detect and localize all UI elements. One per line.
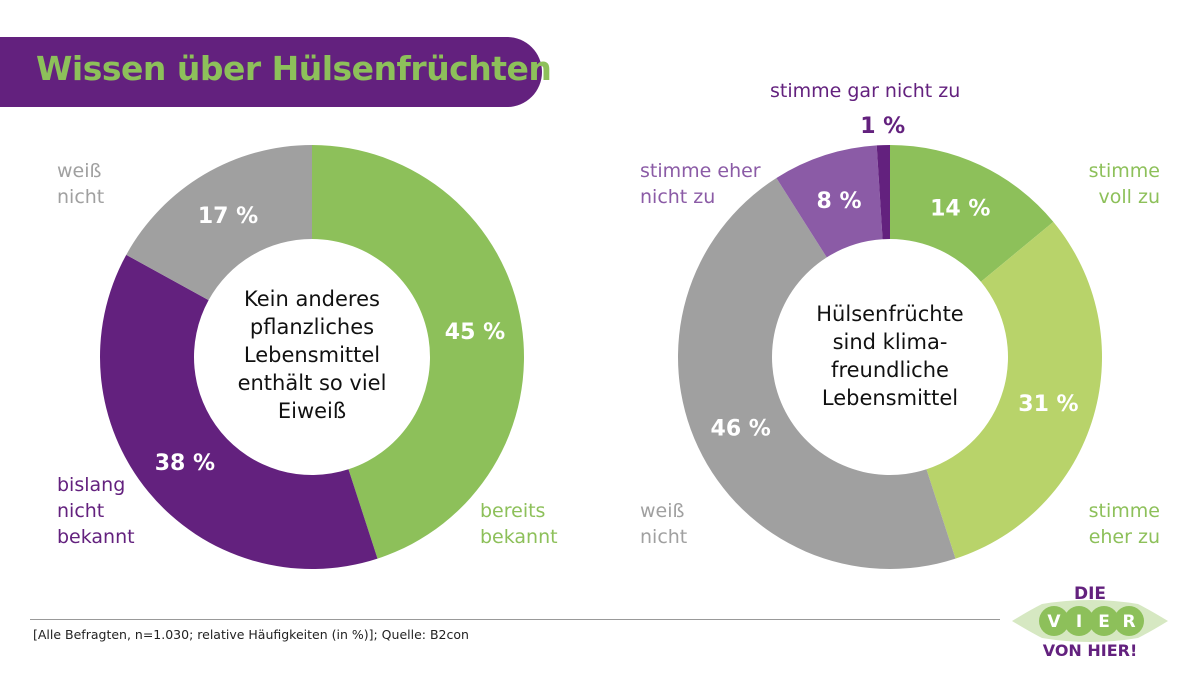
donut-1-value-label-2: 46 % xyxy=(711,416,771,441)
svg-text:R: R xyxy=(1122,612,1135,632)
donut-1-value-label-0: 14 % xyxy=(930,197,990,222)
svg-text:V: V xyxy=(1047,612,1061,632)
donut-1-value-label-4: 1 % xyxy=(860,114,905,139)
label-left-weiss-nicht: weiß nicht xyxy=(57,160,105,208)
svg-text:I: I xyxy=(1076,612,1082,632)
label-right-eher: stimme eher zu xyxy=(1088,500,1160,548)
svg-text:E: E xyxy=(1098,612,1110,632)
donut-0-value-label-2: 17 % xyxy=(198,204,258,229)
svg-text:DIE: DIE xyxy=(1074,584,1106,604)
donut-0-slice-2 xyxy=(126,145,312,301)
donut-0-value-label-1: 38 % xyxy=(155,451,215,476)
label-right-eher-nicht: stimme eher nicht zu xyxy=(640,160,761,208)
svg-text:VON HIER!: VON HIER! xyxy=(1043,641,1138,660)
donut-1-slice-3 xyxy=(776,145,883,258)
label-right-gar-nicht: stimme gar nicht zu xyxy=(770,80,961,102)
center-text-right: Hülsenfrüchte sind klima-freundliche Leb… xyxy=(816,302,964,410)
donut-0-slice-1 xyxy=(99,254,378,570)
page-title: Wissen über Hülsenfrüchten xyxy=(36,49,552,88)
label-left-bereits-bekannt: bereits bekannt xyxy=(480,500,558,548)
donut-1-slice-2 xyxy=(678,178,956,569)
donut-1-value-label-3: 8 % xyxy=(817,189,862,214)
donut-0-slice-0 xyxy=(312,145,524,559)
label-left-bislang-nicht-bekannt: bislang nicht bekannt xyxy=(57,474,135,548)
label-right-weiss-nicht: weiß nicht xyxy=(640,500,688,548)
donut-1-slice-1 xyxy=(926,221,1103,559)
donut-1-slice-0 xyxy=(890,145,1054,282)
donut-1-value-label-1: 31 % xyxy=(1018,392,1078,417)
donut-0-value-label-0: 45 % xyxy=(445,320,505,345)
title-banner: Wissen über Hülsenfrüchten xyxy=(0,37,552,107)
donut-1-slice-4 xyxy=(876,145,890,240)
divider xyxy=(30,619,1000,620)
source-note: [Alle Befragten, n=1.030; relative Häufi… xyxy=(33,627,469,642)
label-right-voll: stimme voll zu xyxy=(1088,160,1160,208)
center-text-left: Kein anderes pflanzliches Lebensmittel e… xyxy=(237,287,387,423)
